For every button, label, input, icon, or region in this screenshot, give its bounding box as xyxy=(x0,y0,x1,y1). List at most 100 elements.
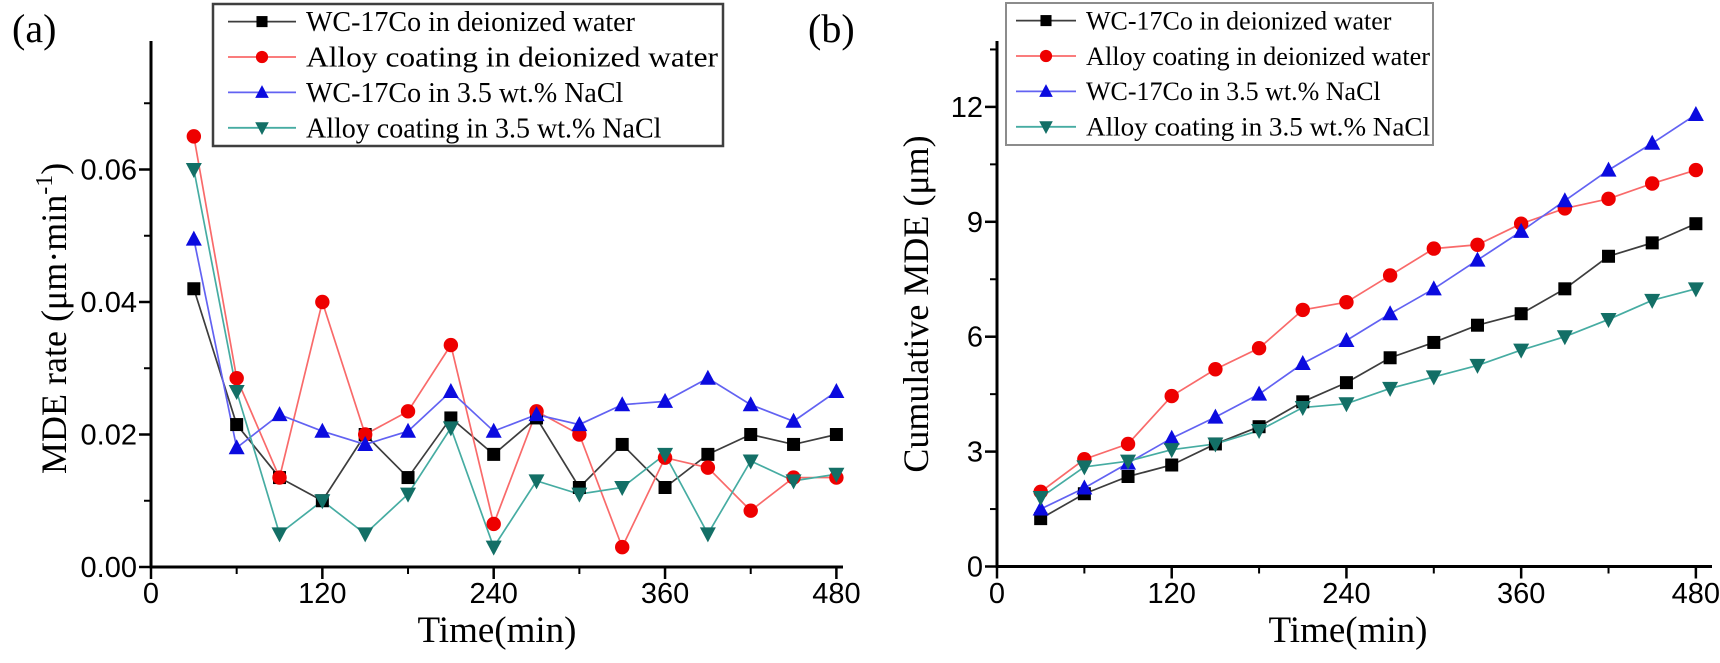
data-point xyxy=(1251,424,1268,440)
data-point xyxy=(701,447,715,461)
data-point xyxy=(828,467,845,483)
data-point xyxy=(1645,236,1659,250)
legend-label: WC-17Co in deionized water xyxy=(1086,6,1392,35)
data-point xyxy=(1469,251,1486,267)
data-point xyxy=(742,454,759,470)
data-point xyxy=(742,396,759,412)
x-axis-tick-label: 240 xyxy=(470,578,518,610)
data-point xyxy=(1514,307,1528,321)
legend-marker xyxy=(255,85,269,98)
data-point xyxy=(1294,401,1311,417)
panel-a-y-axis-title-main: MDE rate (μm·min xyxy=(34,195,74,474)
data-point xyxy=(400,404,416,419)
data-point xyxy=(315,294,330,310)
series-line-3 xyxy=(1040,288,1697,499)
series-line-0 xyxy=(1040,222,1697,520)
data-point xyxy=(1382,305,1399,321)
panel-a-y-axis-title-superscript: -1 xyxy=(32,175,58,195)
x-axis-tick-label: 120 xyxy=(298,578,346,610)
y-axis-tick-label: 6 xyxy=(967,322,983,354)
data-point xyxy=(1032,500,1049,516)
data-point xyxy=(1121,469,1135,483)
legend-item: WC-17Co in 3.5 wt.% NaCl xyxy=(228,78,624,109)
data-point xyxy=(699,527,716,543)
data-point xyxy=(1383,351,1397,365)
y-axis-tick-label: 0.00 xyxy=(81,552,137,584)
legend-marker xyxy=(255,122,269,136)
data-point xyxy=(1556,192,1573,208)
panel-b-y-axis-title: Cumulative MDE (μm) xyxy=(896,135,936,472)
legend-marker xyxy=(1040,15,1052,27)
series-line-3 xyxy=(193,169,837,550)
data-point xyxy=(357,527,374,543)
data-point xyxy=(1602,249,1616,263)
data-point xyxy=(1469,358,1486,374)
data-point xyxy=(614,396,631,412)
data-point xyxy=(1556,330,1573,346)
y-axis-tick-label: 9 xyxy=(967,207,983,239)
data-point xyxy=(1689,217,1703,231)
legend-label: Alloy coating in 3.5 wt.% NaCl xyxy=(1086,113,1430,142)
data-point xyxy=(1687,106,1704,122)
x-axis-tick-label: 360 xyxy=(641,578,689,610)
data-point xyxy=(1339,376,1353,390)
data-point xyxy=(400,422,417,438)
x-axis-tick-label: 240 xyxy=(1322,578,1370,610)
data-point xyxy=(700,460,716,475)
x-axis-tick-label: 0 xyxy=(143,578,159,610)
x-axis-tick-label: 480 xyxy=(1672,578,1720,610)
data-point xyxy=(357,435,374,451)
legend-marker xyxy=(255,50,269,64)
legend-label: WC-17Co in 3.5 wt.% NaCl xyxy=(1086,77,1381,106)
x-axis-tick-label: 360 xyxy=(1497,578,1545,610)
data-point xyxy=(744,428,758,441)
data-point xyxy=(1382,268,1398,283)
data-point xyxy=(1338,332,1355,348)
data-point xyxy=(1338,397,1355,413)
data-point xyxy=(1207,408,1224,424)
data-point xyxy=(1470,318,1484,332)
data-point xyxy=(485,422,502,438)
data-point xyxy=(442,382,459,398)
legend-marker xyxy=(1039,49,1053,63)
series-line-1 xyxy=(1040,169,1697,493)
legend-item: Alloy coating in 3.5 wt.% NaCl xyxy=(1016,113,1430,142)
data-point xyxy=(787,437,801,451)
series-line-2 xyxy=(1040,113,1697,510)
data-point xyxy=(229,370,244,386)
panel-a-plot: 0 120 240 360 480 0.00 0.02 0.04 0.06 WC-17Co in … xyxy=(81,2,861,610)
data-point xyxy=(829,428,843,441)
data-point xyxy=(314,422,331,438)
data-point xyxy=(487,447,501,461)
data-point xyxy=(185,230,202,246)
data-point xyxy=(1251,385,1268,401)
data-point xyxy=(187,282,201,296)
data-point xyxy=(1688,162,1704,178)
data-point xyxy=(1687,282,1704,298)
data-point xyxy=(1558,282,1572,296)
data-point xyxy=(185,163,202,178)
panel-b-x-axis-title: Time(min) xyxy=(1269,610,1428,651)
data-point xyxy=(401,471,415,485)
data-point xyxy=(1644,293,1661,309)
data-point xyxy=(443,337,459,353)
data-point xyxy=(1164,388,1179,404)
data-point xyxy=(615,437,629,451)
data-point xyxy=(1120,436,1136,452)
data-point xyxy=(528,474,545,490)
data-point xyxy=(657,447,674,463)
panel-a-corner-label: (a) xyxy=(12,6,56,51)
data-point xyxy=(1165,458,1179,472)
legend-item: Alloy coating in deionized water xyxy=(1016,42,1430,71)
legend-item: Alloy coating in 3.5 wt.% NaCl xyxy=(228,113,662,144)
legend-item: Alloy coating in deionized water xyxy=(228,43,719,74)
data-point xyxy=(1513,343,1530,359)
data-point xyxy=(657,392,674,408)
data-point xyxy=(528,406,545,422)
panel-b-plot: 0 120 240 360 480 0 3 6 9 12 WC-17Co in deionized … xyxy=(951,2,1720,610)
y-axis-tick-label: 0.06 xyxy=(81,155,137,187)
data-point xyxy=(357,427,373,442)
data-point xyxy=(230,418,244,432)
